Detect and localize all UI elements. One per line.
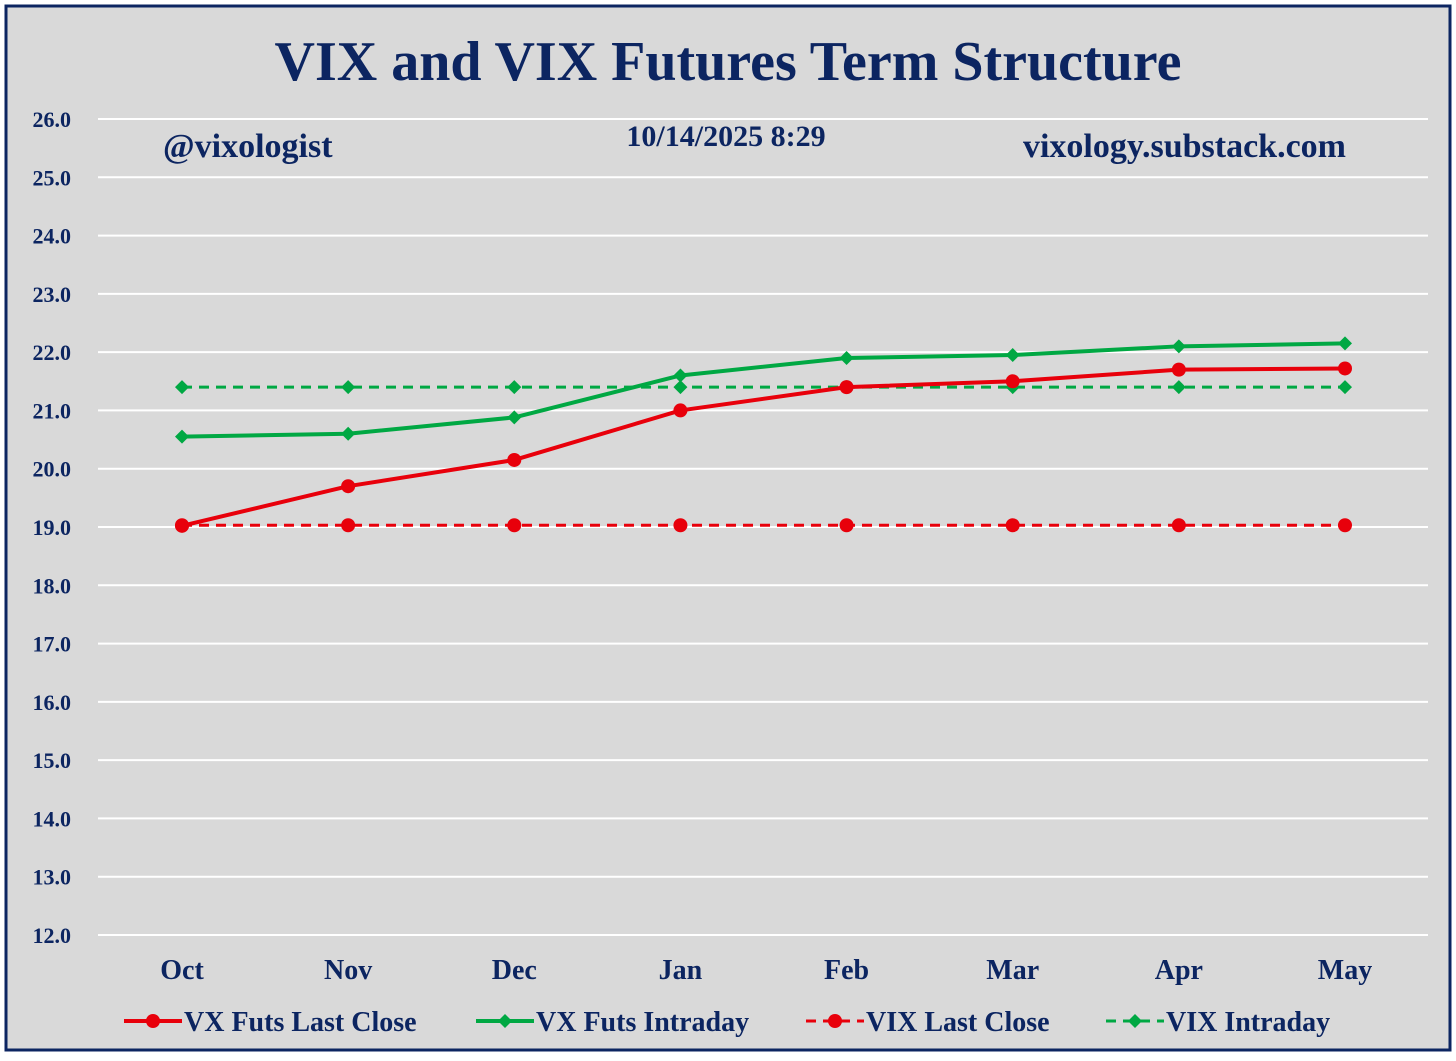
- legend-label: VIX Intraday: [1166, 1007, 1330, 1038]
- data-point-vix-last-close-nov: [341, 518, 356, 533]
- legend-swatch-marker: [146, 1014, 160, 1028]
- y-tick-label: 15.0: [33, 748, 72, 773]
- y-tick-label: 19.0: [33, 515, 72, 540]
- data-point-vix-last-close-mar: [1005, 518, 1020, 533]
- data-point-vix-intraday-may: [1338, 380, 1352, 395]
- data-point-vx-futs-last-close-dec: [507, 452, 522, 467]
- annotation-timestamp: 10/14/2025 8:29: [626, 120, 825, 153]
- annotation-website: vixology.substack.com: [1023, 128, 1346, 165]
- data-point-vix-intraday-dec: [507, 380, 522, 395]
- y-tick-label: 25.0: [33, 165, 72, 190]
- legend-swatch-marker: [498, 1014, 512, 1028]
- series-line: [181, 341, 1346, 439]
- y-tick-label: 24.0: [33, 224, 72, 249]
- data-point-vix-last-close-jan: [673, 518, 688, 533]
- series-vix-last-close: [175, 518, 1352, 533]
- data-point-vx-futs-last-close-nov: [341, 479, 356, 494]
- series-vx-futs-intraday: [175, 336, 1352, 444]
- data-point-vix-intraday-oct: [175, 380, 189, 395]
- x-tick-label: Jan: [659, 955, 703, 986]
- x-tick-label: Apr: [1155, 955, 1203, 986]
- legend-label: VX Futs Last Close: [184, 1007, 417, 1038]
- data-point-vx-futs-last-close-mar: [1005, 374, 1020, 389]
- data-point-vx-futs-intraday-mar: [1005, 348, 1020, 363]
- x-tick-label: May: [1318, 955, 1372, 986]
- annotation-handle: @vixologist: [163, 128, 333, 165]
- data-point-vix-intraday-nov: [341, 380, 356, 395]
- data-point-vx-futs-intraday-nov: [341, 426, 356, 441]
- data-point-vx-futs-intraday-feb: [839, 350, 854, 365]
- x-tick-label: Oct: [160, 955, 204, 986]
- legend-item-vx-futs-last-close: VX Futs Last Close: [124, 1007, 417, 1038]
- legend-item-vix-last-close: VIX Last Close: [806, 1007, 1050, 1038]
- x-tick-label: Dec: [492, 955, 537, 986]
- y-tick-label: 12.0: [33, 923, 72, 948]
- series-line: [181, 366, 1346, 528]
- legend-label: VX Futs Intraday: [536, 1007, 749, 1038]
- y-tick-label: 17.0: [33, 632, 72, 657]
- y-tick-label: 14.0: [33, 806, 72, 831]
- y-tick-label: 18.0: [33, 573, 72, 598]
- legend-label: VIX Last Close: [866, 1007, 1050, 1038]
- data-point-vx-futs-intraday-may: [1338, 336, 1352, 351]
- y-tick-label: 20.0: [33, 457, 72, 482]
- y-tick-label: 26.0: [33, 107, 72, 132]
- data-point-vix-last-close-feb: [839, 518, 854, 533]
- legend-swatch-marker: [1128, 1014, 1142, 1028]
- y-tick-label: 23.0: [33, 282, 72, 307]
- y-tick-label: 21.0: [33, 398, 72, 423]
- legend-item-vix-intraday: VIX Intraday: [1106, 1007, 1330, 1038]
- y-tick-label: 16.0: [33, 690, 72, 715]
- data-point-vx-futs-intraday-jan: [673, 368, 688, 383]
- x-axis-ticks: Oct Nov Dec Jan Feb Mar Apr May: [160, 955, 1372, 986]
- legend-item-vx-futs-intraday: VX Futs Intraday: [476, 1007, 749, 1038]
- data-point-vix-intraday-jan: [673, 380, 688, 395]
- data-point-vix-last-close-may: [1338, 518, 1352, 533]
- data-point-vix-last-close-dec: [507, 518, 522, 533]
- data-point-vx-futs-last-close-oct: [175, 518, 189, 533]
- legend: VX Futs Last Close VX Futs Intraday VIX La…: [124, 1007, 1330, 1038]
- x-tick-label: Mar: [986, 955, 1039, 986]
- grid-layer: [98, 118, 1428, 936]
- y-tick-label: 13.0: [33, 865, 72, 890]
- y-tick-label: 22.0: [33, 340, 72, 365]
- data-point-vix-last-close-apr: [1171, 518, 1186, 533]
- data-point-vx-futs-last-close-jan: [673, 403, 688, 418]
- x-tick-label: Feb: [824, 955, 869, 986]
- legend-swatch-marker: [828, 1014, 842, 1028]
- data-point-vx-futs-intraday-dec: [507, 410, 522, 425]
- y-axis-ticks: 12.0 13.0 14.0 15.0 16.0 17.0 18.0 19.0 20.0 21.0…: [33, 107, 72, 948]
- data-point-vx-futs-intraday-apr: [1171, 339, 1186, 354]
- series-layer: [175, 336, 1352, 533]
- data-point-vix-intraday-apr: [1171, 380, 1186, 395]
- data-point-vx-futs-last-close-feb: [839, 380, 854, 395]
- data-point-vx-futs-last-close-apr: [1171, 362, 1186, 377]
- data-point-vx-futs-last-close-may: [1338, 361, 1352, 376]
- chart-title: VIX and VIX Futures Term Structure: [275, 31, 1182, 93]
- data-point-vx-futs-intraday-oct: [175, 429, 189, 444]
- series-vx-futs-last-close: [175, 361, 1352, 533]
- x-tick-label: Nov: [324, 955, 372, 986]
